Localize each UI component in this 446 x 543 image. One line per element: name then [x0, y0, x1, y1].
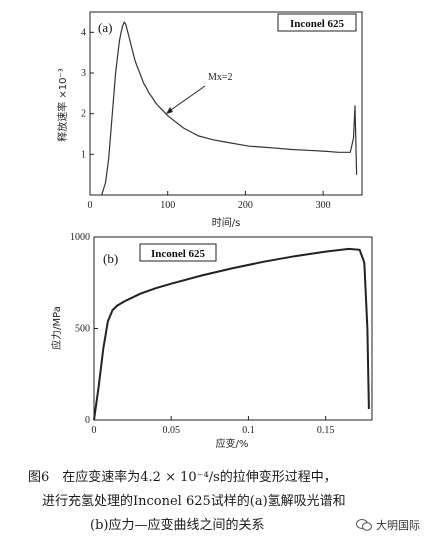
plot-a-frame	[89, 11, 363, 196]
axis-b-xlabel: 应变/%	[216, 437, 249, 450]
panel-b: (b) Inconel 625 0 0.05 0.1 0.15 0 500 1000 应力/…	[50, 232, 373, 450]
caption-line-3: (b)应力—应变曲线之间的关系	[90, 518, 265, 533]
axis-b-ytick-label: 1000	[70, 232, 90, 243]
axis-a-ytick-label: 3	[81, 68, 86, 79]
caption-line-2: 进行充氢处理的Inconel 625试样的(a)氢解吸光谱和	[42, 494, 346, 509]
panel-b-label: (b)	[103, 251, 118, 266]
panel-a: (a) Inconel 625 0 100 200 300 1 2 3 4 Mx=2 释放速率…	[56, 11, 363, 229]
axis-a-ytick-label: 1	[81, 149, 86, 160]
panel-a-label: (a)	[98, 20, 112, 35]
annotation-a: Mx=2	[208, 72, 233, 83]
axis-a-xtick-label: 300	[316, 200, 331, 211]
plot-b-frame	[93, 236, 373, 421]
axis-a-xtick-label: 200	[238, 200, 253, 211]
axis-b-xtick-label: 0	[92, 425, 97, 436]
axis-b-ytick-label: 0	[85, 415, 90, 426]
legend-b-box	[139, 243, 217, 262]
legend-b-text: Inconel 625	[151, 248, 206, 260]
axis-b-ticks: 0 0.05 0.1 0.15 0 500 1000	[70, 232, 334, 436]
series-a-line	[101, 20, 358, 196]
axis-a-xtick-label: 100	[160, 200, 175, 211]
axis-b-xtick-label: 0.1	[242, 425, 255, 436]
annotation-arrow-head	[166, 107, 173, 114]
axis-b-xtick-label: 0.15	[317, 425, 335, 436]
axis-a-ytick-label: 2	[81, 109, 86, 120]
axis-a-xtick-label: 0	[88, 200, 93, 211]
axis-a-ylabel: 释放速率 ×10⁻³	[56, 68, 69, 142]
chat-bubble-icon	[356, 519, 372, 531]
axis-b-ytick-label: 500	[75, 324, 90, 335]
legend-a-text: Inconel 625	[290, 18, 345, 30]
axis-a-xlabel: 时间/s	[212, 216, 241, 229]
figure-caption: 图6 在应变速率为4.2 × 10⁻⁴/s的拉伸变形过程中， 进行充氢处理的In…	[28, 466, 428, 538]
legend-a-box	[277, 13, 357, 32]
axis-b-ylabel: 应力/MPa	[50, 306, 63, 350]
watermark: 大明国际	[356, 517, 420, 533]
annotation-arrow-line	[167, 85, 206, 113]
axis-b-xtick-label: 0.05	[162, 425, 180, 436]
axis-a-ytick-label: 4	[81, 27, 86, 38]
watermark-text: 大明国际	[376, 519, 420, 532]
axis-a-ticks: 0 100 200 300 1 2 3 4	[81, 27, 331, 211]
caption-line-1: 图6 在应变速率为4.2 × 10⁻⁴/s的拉伸变形过程中，	[28, 470, 337, 485]
series-b-line	[93, 247, 370, 421]
